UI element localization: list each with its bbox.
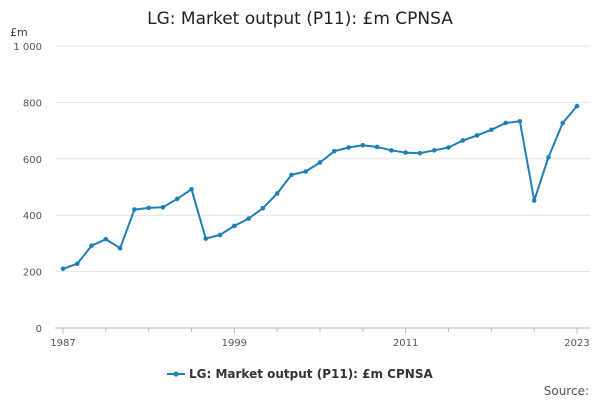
y-tick-label: 200 xyxy=(23,268,42,279)
x-tick-label: 1987 xyxy=(50,338,75,349)
series-layer xyxy=(60,103,580,272)
x-tick-label: 2011 xyxy=(393,338,418,349)
data-point xyxy=(431,148,437,153)
data-point xyxy=(546,155,551,160)
y-tick-label: 1 000 xyxy=(13,42,42,53)
data-point xyxy=(117,245,123,251)
axes: 0 200 400 600 800 1 000 1987 1999 2011 2023 xyxy=(13,42,590,349)
data-point xyxy=(517,118,523,124)
data-point xyxy=(189,186,194,192)
data-point xyxy=(331,148,337,154)
data-point xyxy=(531,198,537,203)
data-point xyxy=(360,142,366,148)
data-point xyxy=(246,216,251,221)
y-tick-label: 800 xyxy=(23,98,42,109)
data-point xyxy=(217,232,223,238)
data-point xyxy=(374,144,380,150)
data-point xyxy=(74,261,80,267)
legend-label: LG: Market output (P11): £m CPNSA xyxy=(189,367,433,381)
data-point xyxy=(89,243,94,248)
data-point xyxy=(146,205,151,211)
data-point xyxy=(203,236,209,241)
data-point xyxy=(232,223,237,229)
data-point xyxy=(389,148,394,153)
data-point xyxy=(260,205,266,211)
data-point xyxy=(303,169,309,174)
data-point xyxy=(503,120,508,126)
data-point xyxy=(289,172,294,178)
data-point xyxy=(403,150,408,155)
series-line xyxy=(62,105,578,270)
x-tick-label: 2023 xyxy=(564,338,589,349)
data-point xyxy=(174,196,180,202)
legend: LG: Market output (P11): £m CPNSA xyxy=(167,367,433,381)
data-point xyxy=(474,133,480,138)
data-point xyxy=(160,205,166,210)
data-point xyxy=(560,120,566,126)
y-tick-label: 600 xyxy=(23,155,42,166)
data-point xyxy=(574,103,580,109)
chart-title: LG: Market output (P11): £m CPNSA xyxy=(147,9,453,29)
data-point xyxy=(274,191,280,196)
data-point xyxy=(446,145,451,150)
data-point xyxy=(346,145,351,150)
data-point xyxy=(132,207,137,212)
y-tick-label: 0 xyxy=(36,324,42,335)
data-point xyxy=(60,266,66,272)
gridlines xyxy=(55,45,590,273)
y-axis-unit-label: £m xyxy=(10,26,28,39)
y-tick-label: 400 xyxy=(23,211,42,222)
data-point xyxy=(417,150,423,156)
data-point xyxy=(103,236,109,242)
x-tick-label: 1999 xyxy=(222,338,247,349)
legend-point-marker xyxy=(173,371,179,377)
source-label: Source: xyxy=(544,384,589,398)
data-point xyxy=(489,127,494,133)
data-point xyxy=(317,160,323,165)
data-point xyxy=(460,138,466,143)
